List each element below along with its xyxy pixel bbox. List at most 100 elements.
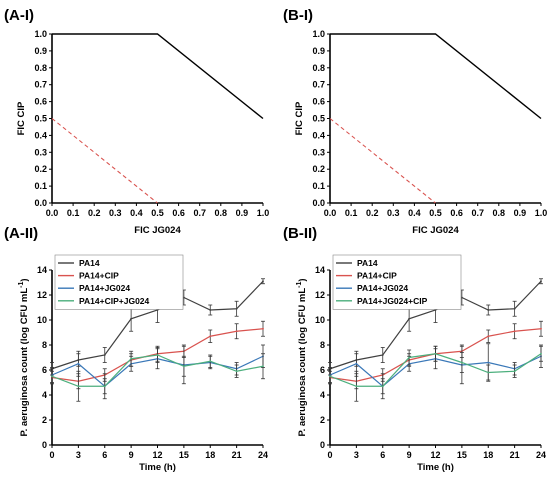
x-axis-label: Time (h) xyxy=(417,462,454,473)
x-tick-label: 6 xyxy=(102,450,107,460)
x-tick-label: 0.9 xyxy=(514,208,527,218)
y-tick-label: 0.3 xyxy=(312,147,325,157)
legend-label: PA14 xyxy=(79,258,100,268)
y-tick-label: 4 xyxy=(320,390,325,400)
data-point xyxy=(540,280,542,283)
data-point xyxy=(77,385,80,388)
x-tick-label: 1.0 xyxy=(535,208,548,218)
legend-label: PA14+JG024+CIP xyxy=(357,296,428,306)
y-tick-label: 6 xyxy=(320,365,325,375)
data-point xyxy=(262,280,264,283)
y-tick-label: 0.4 xyxy=(312,130,325,140)
data-point xyxy=(540,352,542,355)
data-point xyxy=(355,385,358,388)
y-tick-label: 0.4 xyxy=(34,130,47,140)
data-point xyxy=(408,356,411,359)
y-tick-label: 0 xyxy=(42,440,47,450)
data-point xyxy=(262,365,264,368)
data-point xyxy=(262,327,264,330)
x-tick-label: 21 xyxy=(232,450,242,460)
y-tick-label: 4 xyxy=(42,390,47,400)
x-tick-label: 0.9 xyxy=(236,208,249,218)
y-tick-label: 1.0 xyxy=(34,29,47,39)
y-tick-label: 0 xyxy=(320,440,325,450)
data-point xyxy=(209,309,212,311)
y-tick-label: 0.9 xyxy=(312,46,325,56)
y-tick-label: 0.2 xyxy=(312,164,325,174)
x-tick-label: 0.4 xyxy=(130,208,143,218)
x-tick-label: 0.5 xyxy=(429,208,442,218)
legend-label: PA14+JG024 xyxy=(79,283,130,293)
y-tick-label: 14 xyxy=(37,265,47,275)
data-point xyxy=(487,335,490,338)
legend-label: PA14+CIP xyxy=(79,271,119,281)
x-tick-label: 21 xyxy=(510,450,520,460)
y-tick-label: 0.1 xyxy=(312,181,325,191)
x-tick-label: 0 xyxy=(327,450,332,460)
legend-label: PA14+CIP xyxy=(357,271,397,281)
y-tick-label: 10 xyxy=(315,315,325,325)
x-tick-label: 0.0 xyxy=(324,208,337,218)
legend-box xyxy=(332,254,462,310)
x-tick-label: 0.7 xyxy=(193,208,206,218)
data-point xyxy=(540,327,542,330)
y-tick-label: 2 xyxy=(42,415,47,425)
data-point xyxy=(51,375,53,378)
y-axis-label-end: ) xyxy=(19,278,30,281)
y-axis-label-end: ) xyxy=(297,278,308,281)
x-tick-label: 15 xyxy=(457,450,467,460)
y-tick-label: 2 xyxy=(320,415,325,425)
x-tick-label: 18 xyxy=(483,450,493,460)
y-tick-label: 8 xyxy=(320,340,325,350)
y-tick-label: 0.0 xyxy=(312,198,325,208)
data-point xyxy=(235,370,238,373)
x-tick-label: 6 xyxy=(380,450,385,460)
y-tick-label: 12 xyxy=(315,290,325,300)
y-axis-label-sup: -1 xyxy=(18,282,25,288)
y-axis-label-sup: -1 xyxy=(296,282,303,288)
y-axis-label: FIC CIP xyxy=(294,101,305,135)
x-tick-label: 0.6 xyxy=(172,208,185,218)
x-tick-label: 0.3 xyxy=(387,208,400,218)
y-tick-label: 0.1 xyxy=(34,181,47,191)
x-tick-label: 0.3 xyxy=(109,208,122,218)
legend-label: PA14+JG024 xyxy=(357,283,408,293)
x-tick-label: 0.2 xyxy=(366,208,379,218)
data-point xyxy=(487,371,490,374)
chart-panel-1: (A-I) 0.0 0.1 0.2 0.3 0.4 0.5 0.6 0.7 0.8 0.9 1.0 0.… xyxy=(4,7,269,236)
x-tick-label: 1.0 xyxy=(257,208,270,218)
data-point xyxy=(487,361,490,364)
x-tick-label: 0.0 xyxy=(46,208,59,218)
y-tick-label: 0.6 xyxy=(312,97,325,107)
x-tick-label: 12 xyxy=(430,450,440,460)
data-point xyxy=(130,317,133,320)
x-tick-label: 0.1 xyxy=(67,208,80,218)
y-tick-label: 0.8 xyxy=(312,63,325,73)
x-axis-label: FIC JG024 xyxy=(412,225,459,236)
x-tick-label: 9 xyxy=(129,450,134,460)
x-tick-label: 0.1 xyxy=(345,208,358,218)
data-point xyxy=(487,309,490,311)
x-tick-label: 3 xyxy=(354,450,359,460)
data-point xyxy=(77,362,80,365)
data-point xyxy=(460,296,463,299)
data-point xyxy=(209,335,212,338)
data-point xyxy=(235,330,238,333)
y-axis-label: FIC CIP xyxy=(16,101,27,135)
y-axis-label-main: P. aeruginosa count (log CFU mL xyxy=(19,288,30,437)
panel-label: (B-II) xyxy=(283,225,317,242)
y-tick-label: 1.0 xyxy=(312,29,325,39)
y-tick-label: 8 xyxy=(42,340,47,350)
y-tick-label: 0.0 xyxy=(34,198,47,208)
x-tick-label: 0.4 xyxy=(408,208,421,218)
y-tick-label: 0.7 xyxy=(34,80,47,90)
y-axis-label-main: FIC CIP xyxy=(16,101,27,135)
x-tick-label: 0.6 xyxy=(450,208,463,218)
y-tick-label: 12 xyxy=(37,290,47,300)
y-tick-label: 6 xyxy=(42,365,47,375)
data-point xyxy=(513,370,516,373)
isobole-line-1 xyxy=(330,33,542,120)
data-point xyxy=(235,307,238,310)
x-tick-label: 0.8 xyxy=(215,208,228,218)
x-tick-label: 24 xyxy=(258,450,268,460)
